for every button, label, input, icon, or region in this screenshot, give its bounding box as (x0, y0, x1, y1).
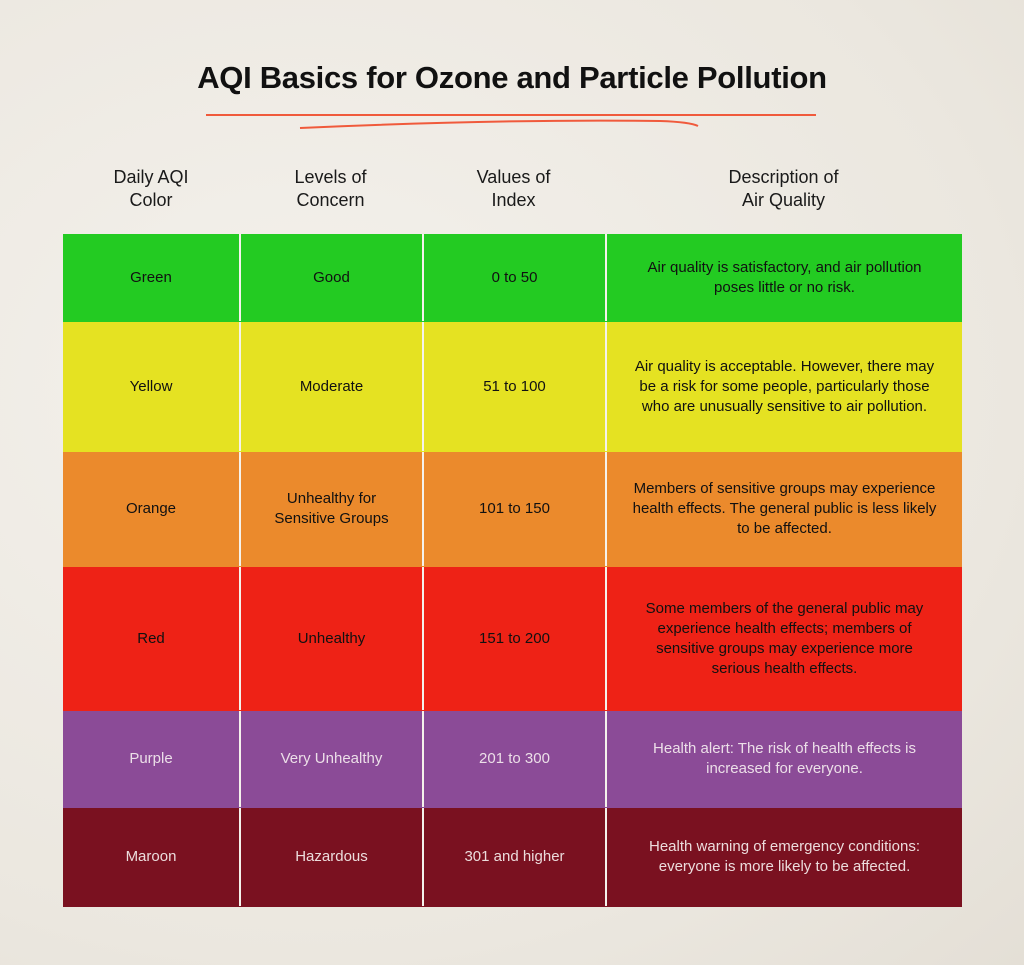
values-cell: 101 to 150 (422, 452, 605, 566)
column-header: Levels of Concern (239, 166, 422, 212)
table-row: Yellow Moderate 51 to 100 Air quality is ac… (63, 322, 962, 452)
description-cell: Air quality is satisfactory, and air pol… (605, 234, 962, 321)
column-header-line: Description of (728, 167, 839, 187)
column-header-line: Daily AQI (113, 167, 189, 187)
page-title: AQI Basics for Ozone and Particle Pollut… (197, 60, 827, 95)
column-header-line: Values of (476, 167, 551, 187)
color-cell: Yellow (129, 377, 173, 395)
description-cell: Air quality is acceptable. However, ther… (605, 322, 962, 451)
values-cell: 51 to 100 (422, 322, 605, 451)
color-cell: Maroon (125, 848, 177, 865)
values-cell: 201 to 300 (422, 711, 605, 807)
column-header: Daily AQI Color (63, 166, 239, 212)
level-cell: Very Unhealthy (239, 711, 422, 807)
level-cell: Hazardous (239, 808, 422, 906)
column-header-line: Concern (296, 190, 365, 210)
values-cell: 0 to 50 (422, 234, 605, 321)
table-row: Green Good 0 to 50 Air quality is satisfact… (63, 234, 962, 322)
color-cell: Purple (129, 750, 173, 767)
color-cell: Green (130, 268, 172, 286)
table-row: Red Unhealthy 151 to 200 Some members of th… (63, 567, 962, 711)
table-row: Maroon Hazardous 301 and higher Health warn… (63, 808, 962, 907)
column-header-line: Levels of (294, 167, 367, 187)
description-cell: Health alert: The risk of health effects… (605, 711, 962, 807)
column-header-line: Air Quality (741, 190, 826, 210)
values-cell: 151 to 200 (422, 567, 605, 710)
description-cell: Health warning of emergency conditions: … (605, 808, 962, 906)
description-cell: Some members of the general public may e… (605, 567, 962, 710)
table-row: Purple Very Unhealthy 201 to 300 Health ale… (63, 711, 962, 808)
table-row: Orange Unhealthy for Sensitive Groups 101 … (63, 452, 962, 567)
aqi-table: Green Good 0 to 50 Air quality is satisfact… (63, 234, 962, 907)
level-cell: Unhealthy (239, 567, 422, 710)
column-header: Description of Air Quality (605, 166, 962, 212)
color-cell: Red (137, 629, 165, 647)
column-header-line: Color (129, 190, 173, 210)
color-cell: Orange (125, 500, 177, 517)
level-cell: Unhealthy for Sensitive Groups (239, 452, 422, 566)
column-header: Values of Index (422, 166, 605, 212)
level-cell: Good (239, 234, 422, 321)
description-cell: Members of sensitive groups may experien… (605, 452, 962, 566)
title-underline (206, 114, 816, 129)
values-cell: 301 and higher (422, 808, 605, 906)
column-header-line: Index (491, 190, 536, 210)
level-cell: Moderate (239, 322, 422, 451)
